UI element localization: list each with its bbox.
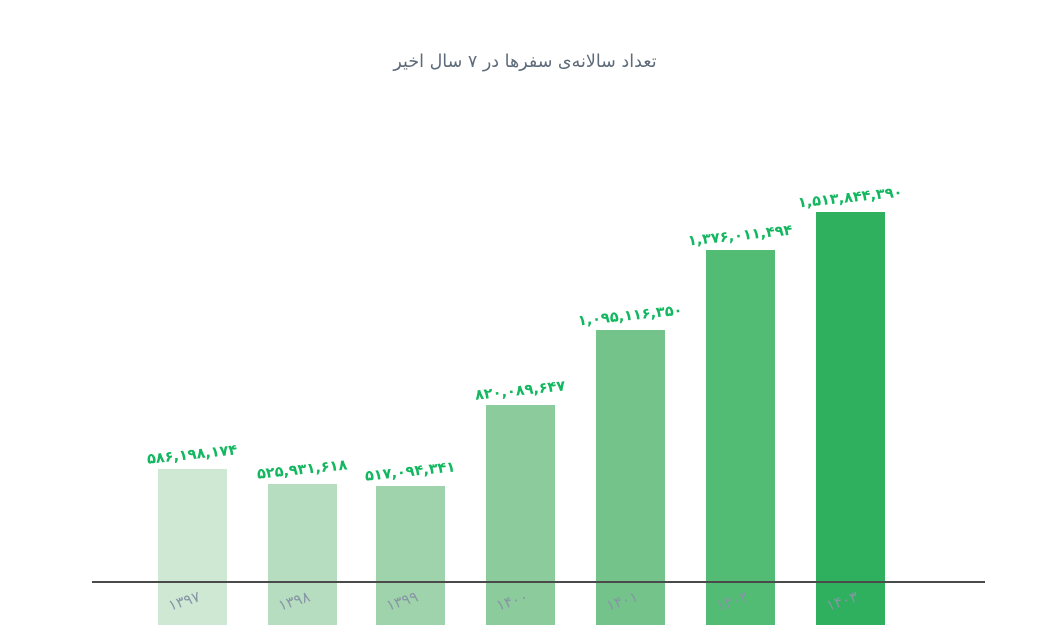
bar-rect[interactable] xyxy=(376,486,445,625)
bar-rect[interactable] xyxy=(706,250,775,625)
bar-rect[interactable] xyxy=(158,469,227,625)
bar-value-label: ۵۲۵,۹۳۱,۶۱۸ xyxy=(255,457,348,483)
bar-value-label: ۱,۰۹۵,۱۱۶,۳۵۰ xyxy=(576,302,683,330)
bar-group: ۱,۳۷۶,۰۱۱,۴۹۴ xyxy=(687,44,793,625)
chart-title: تعداد سالانه‌ی سفرها در ۷ سال اخیر xyxy=(393,52,657,72)
bar-group: ۱,۵۱۳,۸۴۴,۳۹۰ xyxy=(797,44,903,625)
bar-group: ۵۲۵,۹۳۱,۶۱۸ xyxy=(256,44,348,625)
bar-value-label: ۵۸۶,۱۹۸,۱۷۴ xyxy=(145,442,238,468)
bar-value-label: ۵۱۷,۰۹۴,۳۴۱ xyxy=(363,459,456,485)
bar-value-label: ۸۲۰,۰۸۹,۶۴۷ xyxy=(473,378,566,404)
bar-value-label: ۱,۳۷۶,۰۱۱,۴۹۴ xyxy=(686,222,793,250)
bar-rect[interactable] xyxy=(268,484,337,625)
bar-rect[interactable] xyxy=(486,405,555,625)
bar-group: ۱,۰۹۵,۱۱۶,۳۵۰ xyxy=(577,44,683,625)
bar-rect[interactable] xyxy=(816,212,885,625)
bar-group: ۵۸۶,۱۹۸,۱۷۴ xyxy=(146,44,238,625)
bar-group: ۸۲۰,۰۸۹,۶۴۷ xyxy=(474,44,566,625)
bar-group: ۵۱۷,۰۹۴,۳۴۱ xyxy=(364,44,456,625)
bar-value-label: ۱,۵۱۳,۸۴۴,۳۹۰ xyxy=(796,184,903,212)
bar-rect[interactable] xyxy=(596,330,665,625)
x-axis-line xyxy=(92,581,985,583)
